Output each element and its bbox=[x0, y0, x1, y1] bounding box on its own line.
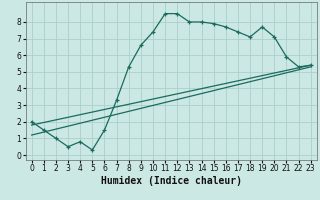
X-axis label: Humidex (Indice chaleur): Humidex (Indice chaleur) bbox=[101, 176, 242, 186]
